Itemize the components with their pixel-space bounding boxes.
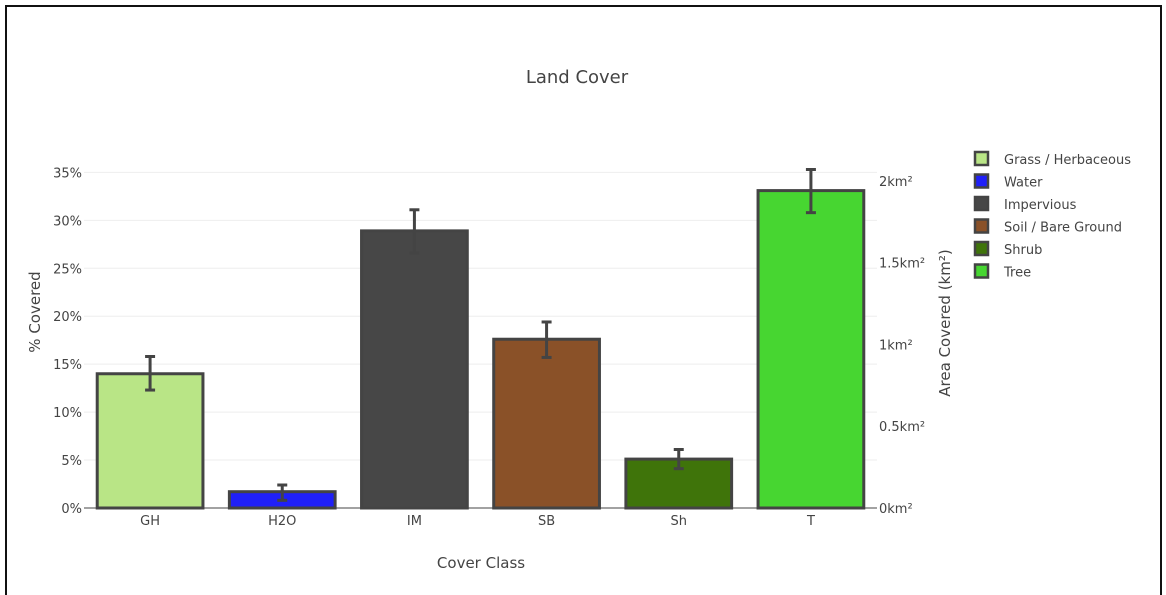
legend-item[interactable]: Impervious: [973, 195, 1077, 213]
y-tick-label: 30%: [53, 214, 82, 229]
error-bar-h2o: [277, 483, 288, 502]
error-bar-sh: [673, 448, 684, 471]
legend-swatch: [973, 218, 990, 234]
x-tick-label: H2O: [268, 514, 296, 529]
y-tick-label: 0%: [61, 502, 82, 517]
legend-swatch: [973, 240, 990, 257]
y2-tick-label: 0km²: [879, 502, 913, 517]
bar-gh[interactable]: [95, 372, 205, 510]
legend-item[interactable]: Water: [973, 173, 1043, 191]
gridlines: [84, 171, 877, 461]
y2-axis-ticks: 0km² 0.5km² 1km² 1.5km² 2km²: [879, 175, 925, 517]
legend-swatch: [973, 263, 990, 279]
legend-label: Water: [1004, 176, 1043, 191]
error-bar-sb: [541, 320, 552, 359]
bar-t[interactable]: [756, 189, 866, 510]
y2-tick-label: 2km²: [879, 175, 913, 190]
y2-tick-label: 0.5km²: [879, 420, 925, 435]
legend-label: Grass / Herbaceous: [1004, 153, 1131, 168]
legend-label: Impervious: [1004, 198, 1077, 213]
x-tick-label: T: [806, 514, 815, 529]
y-tick-label: 35%: [53, 166, 82, 181]
y2-axis-title: Area Covered (km²): [936, 249, 954, 396]
legend-item[interactable]: Soil / Bare Ground: [973, 218, 1122, 236]
error-bars: [145, 168, 816, 502]
x-tick-label: IM: [407, 514, 422, 529]
legend-item[interactable]: Tree: [973, 263, 1031, 281]
y-tick-label: 5%: [61, 454, 82, 469]
legend-item[interactable]: Shrub: [973, 240, 1042, 258]
y-tick-label: 20%: [53, 310, 82, 325]
y2-tick-label: 1km²: [879, 338, 913, 353]
y-axis-ticks: 0% 5% 10% 15% 20% 25% 30% 35%: [53, 166, 82, 517]
x-tick-label: GH: [140, 514, 160, 529]
error-bar-t: [805, 168, 816, 215]
legend-item[interactable]: Grass / Herbaceous: [973, 150, 1131, 168]
legend-label: Soil / Bare Ground: [1004, 221, 1122, 236]
x-axis-title: Cover Class: [437, 554, 525, 572]
y-tick-label: 10%: [53, 406, 82, 421]
legend-label: Shrub: [1004, 243, 1042, 258]
error-bar-im: [409, 208, 420, 255]
y-tick-label: 15%: [53, 358, 82, 373]
legend-swatch: [973, 195, 990, 212]
legend-label: Tree: [1003, 266, 1031, 281]
x-tick-label: Sh: [671, 514, 688, 529]
legend: Grass / Herbaceous Water Impervious Soil / …: [973, 150, 1131, 281]
y-axis-title: % Covered: [26, 271, 44, 352]
x-tick-label: SB: [538, 514, 555, 529]
legend-swatch: [973, 173, 990, 189]
bar-im[interactable]: [360, 229, 469, 510]
bar-sb[interactable]: [492, 337, 601, 510]
x-axis-ticks: GH H2O IM SB Sh T: [140, 514, 815, 529]
y-tick-label: 25%: [53, 262, 82, 277]
legend-swatch: [973, 150, 990, 167]
y2-tick-label: 1.5km²: [879, 257, 925, 272]
error-bar-gh: [145, 354, 156, 392]
bars: [95, 189, 866, 510]
chart-title: Land Cover: [526, 67, 629, 88]
